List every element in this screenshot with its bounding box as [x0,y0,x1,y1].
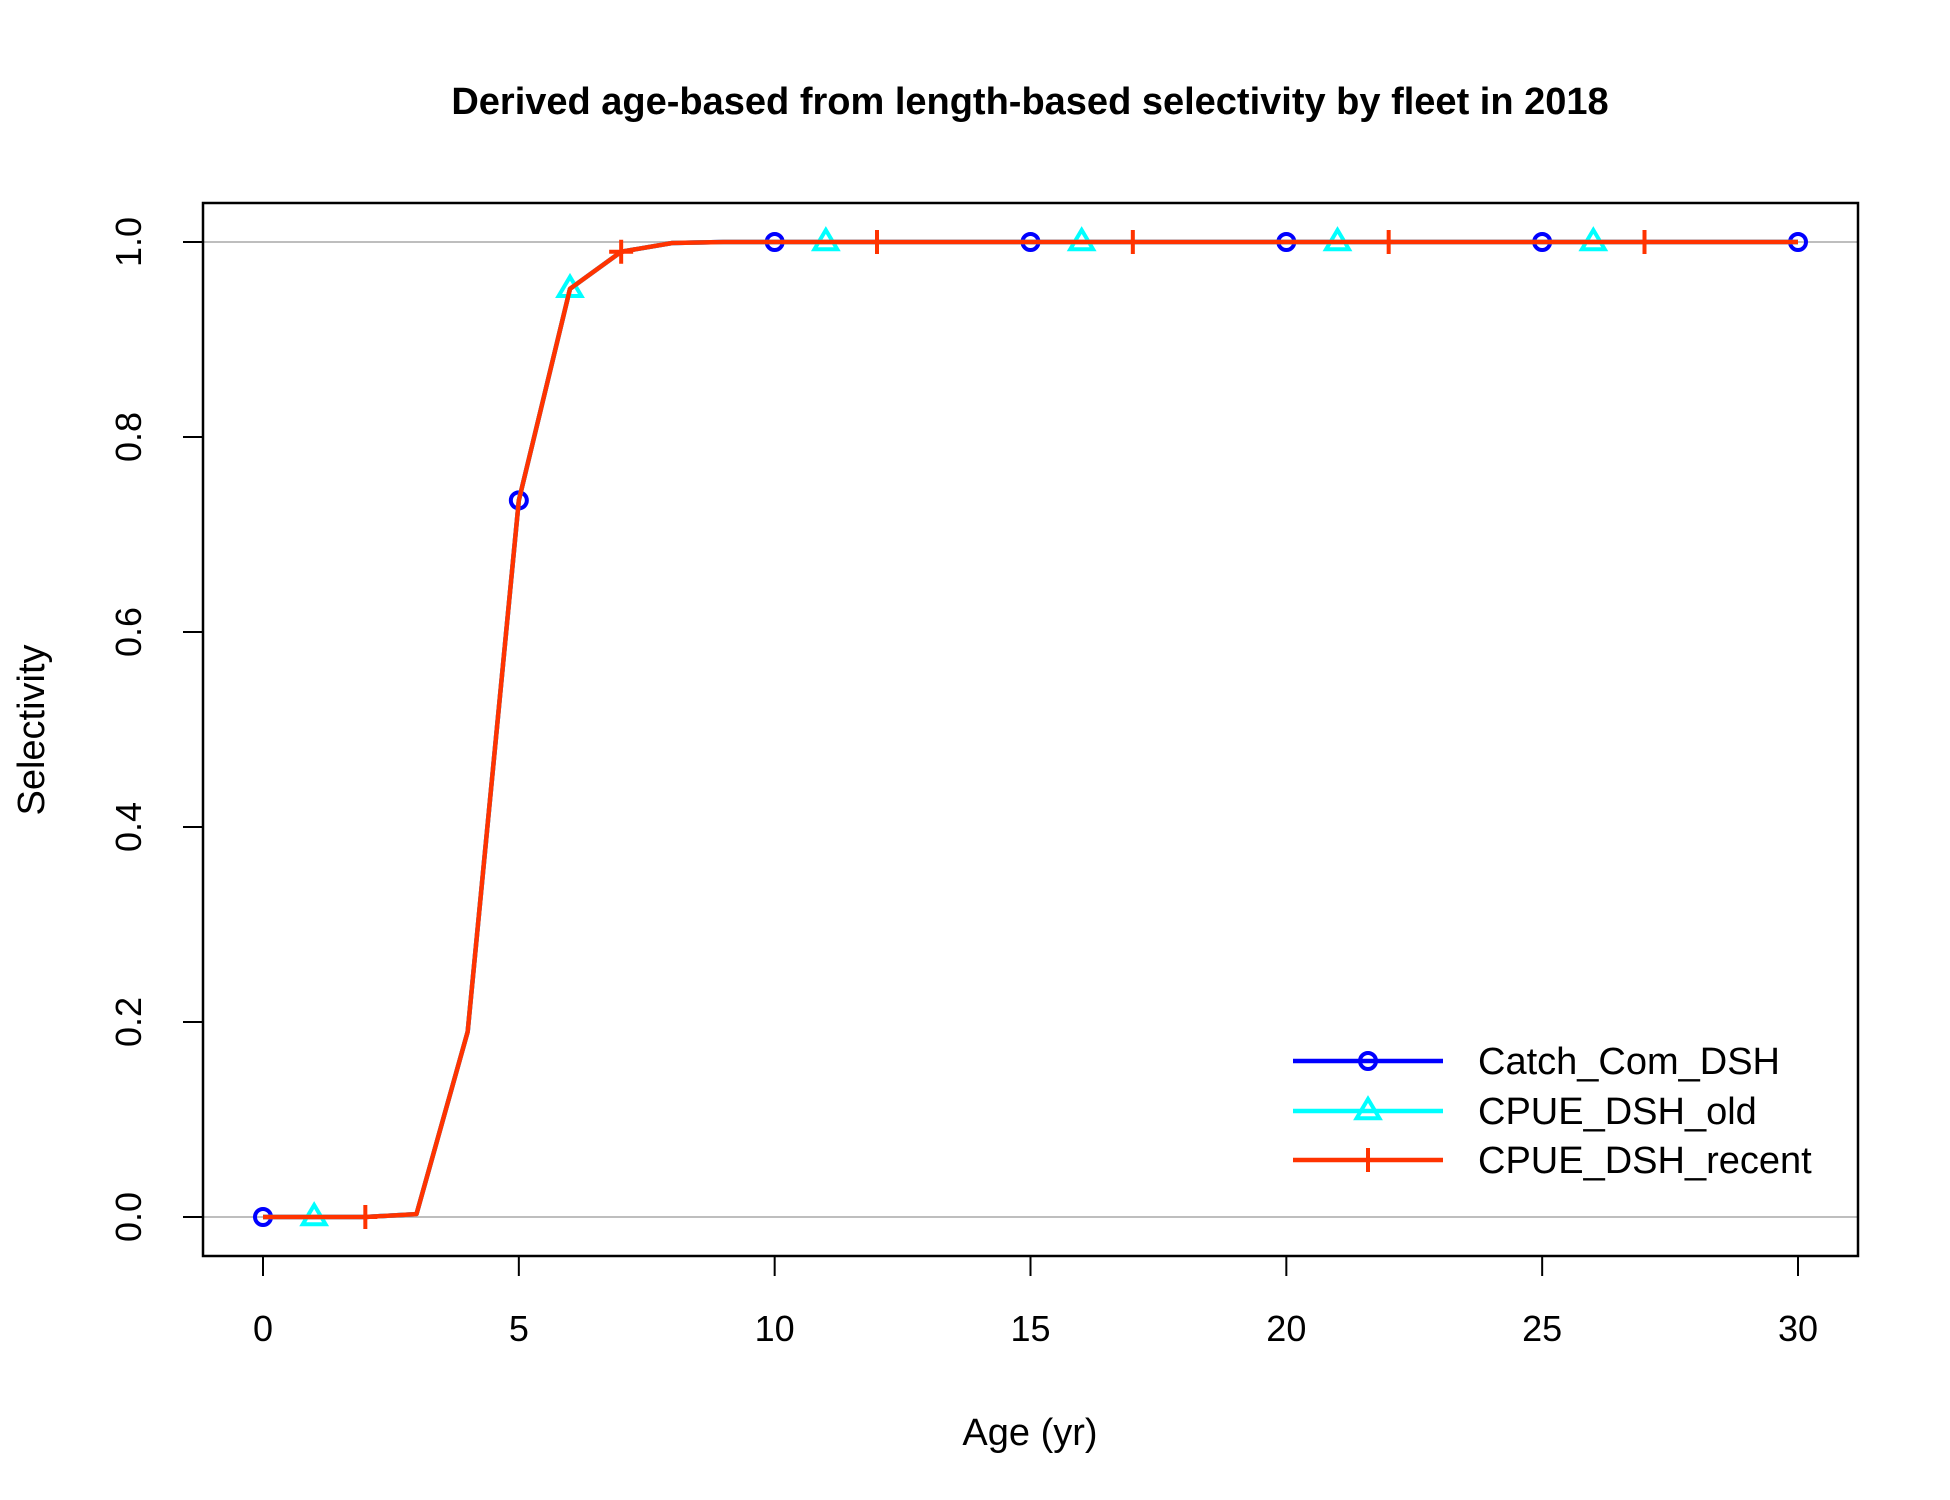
data-point-CPUE_DSH_recent [1632,230,1657,254]
legend-label: CPUE_DSH_recent [1478,1140,1812,1182]
legend-item-CPUE_DSH_recent: CPUE_DSH_recent [1293,1140,1812,1182]
x-tick-label: 10 [755,1308,795,1349]
x-tick-label: 30 [1778,1308,1818,1349]
y-tick-label: 1.0 [108,217,149,267]
legend-swatch-marker [1353,1095,1383,1121]
x-axis-label: Age (yr) [962,1412,1097,1454]
data-point-CPUE_DSH_old [810,226,841,252]
series-line-CPUE_DSH_recent [263,239,1798,1220]
x-tick-label: 25 [1522,1308,1562,1349]
y-axis: 0.0 0.2 0.4 0.6 0.8 1.0 [108,217,204,1242]
y-tick-label: 0.0 [108,1192,149,1242]
legend-label: Catch_Com_DSH [1478,1041,1780,1083]
legend-item-CPUE_DSH_old: CPUE_DSH_old [1293,1091,1757,1133]
legend: Catch_Com_DSH CPUE_DSH_old CPUE_DSH_recent [1293,1041,1812,1182]
data-point-CPUE_DSH_recent [609,239,634,264]
data-point-CPUE_DSH_old [1322,226,1353,252]
x-tick-label: 15 [1010,1308,1050,1349]
data-point-CPUE_DSH_old [1578,226,1609,252]
chart-title: Derived age-based from length-based sele… [451,81,1608,123]
y-tick-label: 0.6 [108,607,149,657]
y-tick-label: 0.2 [108,997,149,1047]
x-tick-label: 5 [509,1308,529,1349]
y-tick-label: 0.4 [108,802,149,852]
data-point-CPUE_DSH_recent [865,230,889,254]
y-tick-label: 0.8 [108,412,149,462]
y-axis-label: Selectivity [11,644,53,815]
data-point-CPUE_DSH_old [1066,226,1097,252]
data-point-CPUE_DSH_recent [1120,230,1145,254]
plot-area [253,226,1808,1229]
x-tick-label: 0 [253,1308,273,1349]
data-point-CPUE_DSH_recent [1376,230,1401,254]
data-point-CPUE_DSH_old [299,1201,330,1227]
x-axis: 0 5 10 15 20 25 30 [253,1255,1818,1349]
x-tick-label: 20 [1266,1308,1306,1349]
legend-label: CPUE_DSH_old [1478,1091,1757,1133]
data-point-CPUE_DSH_recent [353,1205,378,1229]
legend-item-Catch_Com_DSH: Catch_Com_DSH [1293,1041,1780,1083]
series-CPUE_DSH_recent [263,230,1798,1229]
legend-swatch-marker [1356,1148,1380,1172]
legend-swatch-marker [1358,1051,1378,1071]
